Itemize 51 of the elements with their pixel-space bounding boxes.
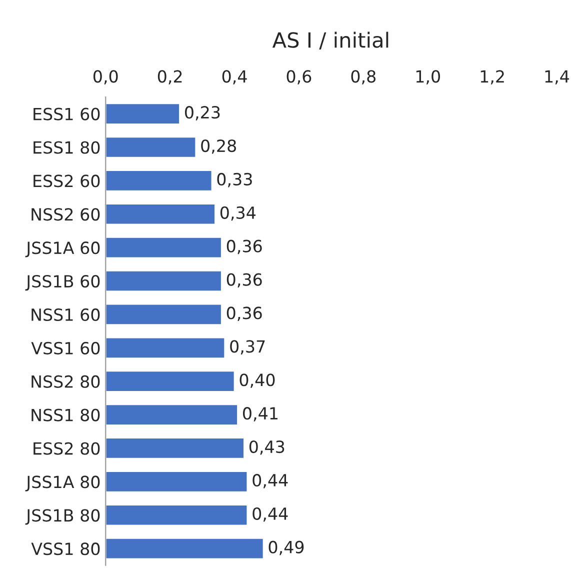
y-tick-label: ESS2 60 (34, 174, 100, 188)
y-tick-label: ESS1 60 (34, 108, 100, 120)
bar (106, 470, 248, 493)
data-label: 0,41 (243, 407, 278, 422)
bar (106, 102, 180, 125)
y-tick-label: JSS1B 60 (25, 274, 100, 291)
y-tick-label: NSS2 80 (32, 375, 100, 388)
data-label: 0,36 (226, 273, 262, 288)
x-axis-title: AS I / initial (272, 32, 388, 50)
bar (106, 236, 222, 259)
y-tick-label: ESS1 80 (34, 141, 100, 154)
y-tick-label: JSS1A 80 (25, 476, 100, 492)
y-tick-label: NSS1 80 (32, 408, 100, 422)
bar (106, 370, 236, 392)
y-tick-label: VSS1 60 (31, 342, 100, 354)
x-tick-label: 1,2 (480, 70, 504, 84)
data-label: 0,43 (249, 440, 284, 455)
bar (106, 203, 216, 226)
x-tick-label: 0,4 (222, 70, 247, 84)
bar (106, 270, 222, 292)
data-label: 0,40 (240, 374, 275, 388)
data-label: 0,37 (230, 340, 265, 354)
x-tick-label: 1,0 (416, 70, 440, 84)
data-label: 0,36 (226, 306, 262, 321)
y-tick-label: NSS1 60 (32, 308, 100, 322)
bar (106, 336, 226, 359)
bar (106, 303, 222, 326)
bar (106, 538, 264, 560)
data-label: 0,33 (217, 172, 252, 188)
x-tick-label: 0,6 (286, 70, 312, 84)
y-tick-label: JSS1B 80 (25, 509, 100, 525)
bar (106, 504, 248, 526)
y-tick-label: NSS2 60 (32, 208, 100, 221)
x-tick-label: 1,4 (545, 70, 570, 84)
data-label: 0,44 (252, 474, 288, 488)
x-tick-label: 0,8 (351, 70, 376, 84)
bar (106, 136, 197, 158)
bar (106, 404, 238, 426)
data-label: 0,23 (185, 106, 220, 120)
y-tick-label: VSS1 80 (31, 542, 100, 556)
x-tick-label: 0,0 (93, 70, 118, 84)
bar (106, 437, 245, 460)
data-label: 0,36 (226, 240, 262, 254)
data-label: 0,28 (201, 139, 236, 154)
y-tick-label: ESS2 80 (34, 442, 100, 455)
bar (106, 170, 213, 192)
x-tick-label: 0,2 (158, 70, 182, 84)
data-label: 0,49 (268, 540, 304, 556)
data-label: 0,34 (220, 206, 256, 221)
y-tick-label: JSS1A 60 (25, 242, 100, 258)
data-label: 0,44 (252, 507, 288, 522)
